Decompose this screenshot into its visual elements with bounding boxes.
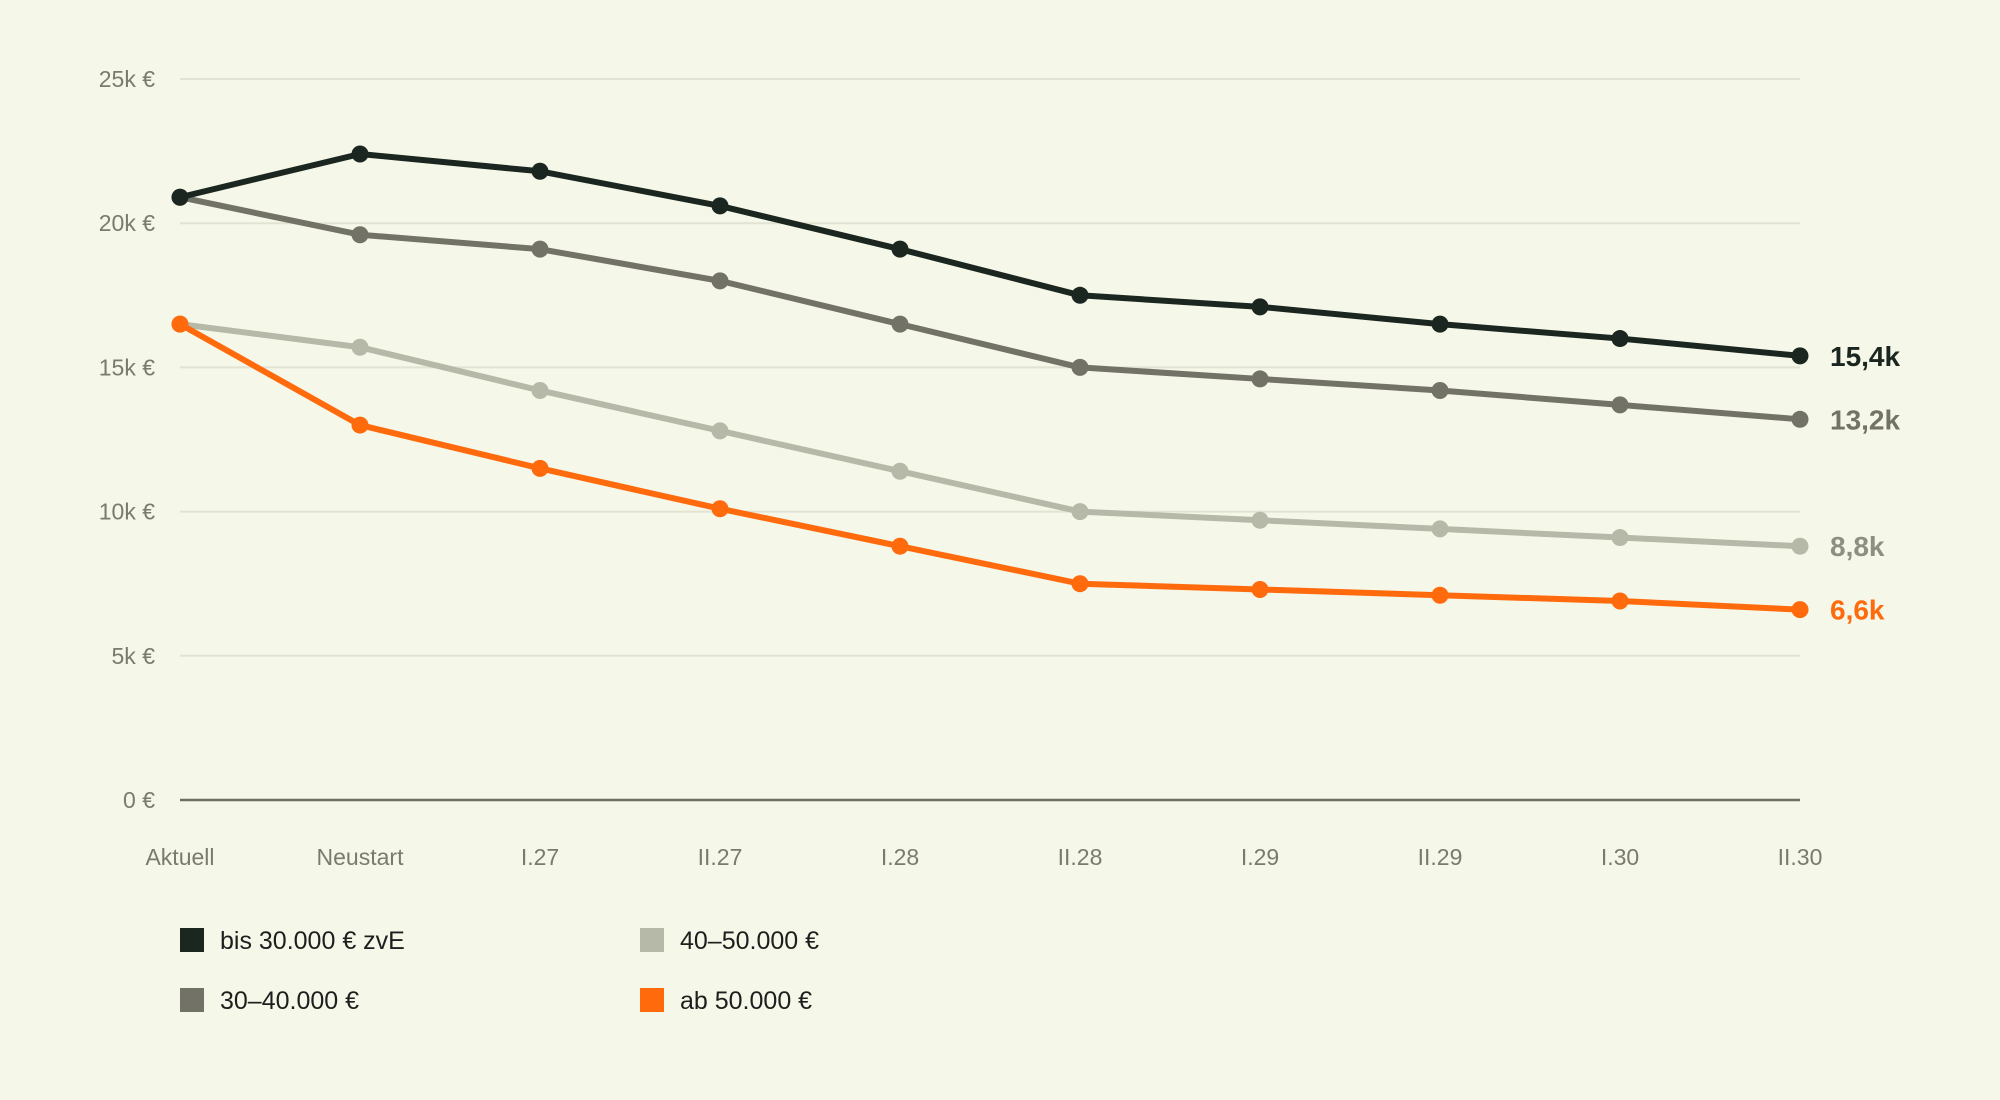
data-point (711, 197, 729, 215)
legend-swatch (640, 988, 664, 1012)
x-tick-label: II.30 (1778, 844, 1823, 870)
series-2 (171, 188, 1809, 428)
x-tick-label: II.28 (1058, 844, 1103, 870)
data-point (351, 226, 369, 244)
y-tick-label: 5k € (112, 643, 156, 669)
legend-swatch (640, 928, 664, 952)
end-value-label: 15,4k (1830, 341, 1900, 372)
data-point (531, 381, 549, 399)
data-point (891, 537, 909, 555)
legend-item: 30–40.000 € (180, 987, 359, 1015)
data-point (1251, 511, 1269, 529)
data-point (1791, 537, 1809, 555)
x-tick-label: II.29 (1418, 844, 1463, 870)
legend-label: 30–40.000 € (220, 987, 359, 1015)
data-point (1431, 520, 1449, 538)
grid-lines (180, 78, 1800, 657)
x-tick-label: I.29 (1241, 844, 1279, 870)
legend: bis 30.000 € zvE 30–40.000 € 40–50.000 € ab… (180, 927, 819, 1015)
data-point (1611, 529, 1629, 547)
data-point (1071, 358, 1089, 376)
data-point (351, 145, 369, 163)
data-point (351, 338, 369, 356)
data-point (1071, 575, 1089, 593)
x-axis-tick-labels: Aktuell Neustart I.27 II.27 I.28 II.28 I.29 II.… (145, 844, 1822, 870)
data-point (351, 416, 369, 434)
data-point (1431, 381, 1449, 399)
data-point (1071, 286, 1089, 304)
legend-item: bis 30.000 € zvE (180, 927, 405, 955)
y-tick-label: 15k € (99, 354, 155, 380)
end-labels: 15,4k 13,2k 8,8k 6,6k (1830, 341, 1900, 626)
data-point (531, 240, 549, 258)
x-tick-label: I.28 (881, 844, 919, 870)
data-point (531, 162, 549, 180)
data-point (1611, 396, 1629, 414)
y-tick-label: 25k € (99, 66, 155, 92)
x-tick-label: Aktuell (145, 844, 214, 870)
series-line (177, 194, 1803, 423)
y-axis-tick-labels: 0 € 5k € 10k € 15k € 20k € 25k € (99, 66, 155, 813)
data-point (1251, 370, 1269, 388)
series-3 (171, 315, 1809, 555)
y-tick-label: 10k € (99, 499, 155, 525)
data-point (711, 422, 729, 440)
end-value-label: 13,2k (1830, 404, 1900, 435)
data-point (891, 315, 909, 333)
data-point (891, 462, 909, 480)
y-tick-label: 0 € (123, 787, 155, 813)
series-4 (171, 315, 1809, 619)
data-point (711, 500, 729, 518)
data-point (1431, 315, 1449, 333)
series-group (171, 145, 1809, 619)
data-point (1791, 410, 1809, 428)
end-value-label: 8,8k (1830, 531, 1885, 562)
x-tick-label: I.30 (1601, 844, 1639, 870)
data-point (531, 459, 549, 477)
end-value-label: 6,6k (1830, 595, 1885, 626)
legend-swatch (180, 988, 204, 1012)
legend-label: bis 30.000 € zvE (220, 927, 405, 955)
data-point (171, 315, 189, 333)
legend-item: ab 50.000 € (640, 987, 812, 1015)
series-1 (171, 145, 1809, 365)
legend-item: 40–50.000 € (640, 927, 819, 955)
x-tick-label: II.27 (698, 844, 743, 870)
legend-label: ab 50.000 € (680, 987, 812, 1015)
legend-label: 40–50.000 € (680, 927, 819, 955)
data-point (1611, 592, 1629, 610)
x-tick-label: Neustart (317, 844, 405, 870)
data-point (171, 188, 189, 206)
data-point (1071, 503, 1089, 521)
data-point (1791, 347, 1809, 365)
legend-swatch (180, 928, 204, 952)
data-point (711, 272, 729, 290)
series-line (177, 321, 1803, 550)
data-point (1251, 580, 1269, 598)
data-point (891, 240, 909, 258)
x-tick-label: I.27 (521, 844, 559, 870)
y-tick-label: 20k € (99, 210, 155, 236)
data-point (1431, 586, 1449, 604)
series-line (177, 321, 1803, 613)
data-point (1251, 298, 1269, 316)
series-line (177, 150, 1803, 359)
data-point (1791, 601, 1809, 619)
data-point (1611, 330, 1629, 348)
